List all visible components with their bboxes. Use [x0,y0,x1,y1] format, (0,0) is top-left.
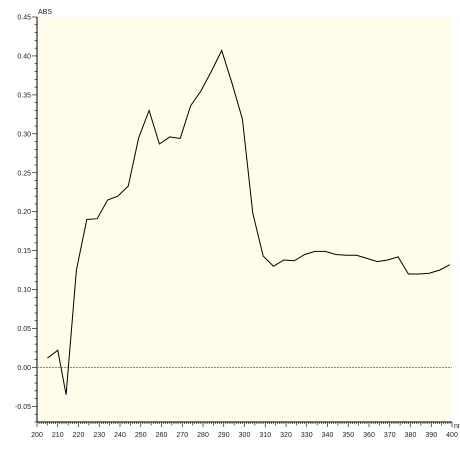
x-tick-label: 300 [239,432,251,439]
x-axis: 200 210 220 230 240 250 260 270 280 290 300 310 320 3… [31,421,458,439]
y-tick-label: 0.40 [17,53,31,60]
x-tick-label: 390 [425,432,437,439]
y-tick-label: 0.25 [17,170,31,177]
x-tick-label: 230 [93,432,105,439]
x-tick-label: 250 [135,432,147,439]
x-tick-label: 330 [301,432,313,439]
x-tick-label: 210 [52,432,64,439]
x-tick-label: 270 [176,432,188,439]
x-tick-label: 260 [156,432,168,439]
x-tick-label: 350 [342,432,354,439]
x-tick-label: 370 [384,432,396,439]
y-tick-label: 0.00 [17,365,31,372]
plot-background [37,17,452,422]
x-axis-label: nm [454,423,460,430]
y-tick-label: 0.20 [17,209,31,216]
x-tick-label: 400 [446,432,458,439]
y-tick-label: 0.05 [17,326,31,333]
x-tick-label: 310 [259,432,271,439]
x-tick-label: 240 [114,432,126,439]
y-tick-label: 0.15 [17,248,31,255]
x-tick-label: 280 [197,432,209,439]
y-axis-label: ABS [38,9,52,16]
x-tick-label: 360 [363,432,375,439]
y-tick-label: 0.35 [17,92,31,99]
y-axis: -0.05 0.00 0.05 0.10 0.15 0.20 0.25 0.30 0.35 0.4… [15,15,38,423]
x-tick-label: 340 [322,432,334,439]
x-tick-label: 200 [31,432,43,439]
x-tick-label: 220 [73,432,85,439]
x-tick-label: 320 [280,432,292,439]
y-tick-label: 0.45 [17,15,31,22]
x-tick-label: 380 [405,432,417,439]
absorbance-series-line [47,49,451,395]
y-tick-label: 0.30 [17,131,31,138]
y-tick-label: -0.05 [15,404,31,411]
x-tick-label: 290 [218,432,230,439]
y-tick-label: 0.10 [17,287,31,294]
